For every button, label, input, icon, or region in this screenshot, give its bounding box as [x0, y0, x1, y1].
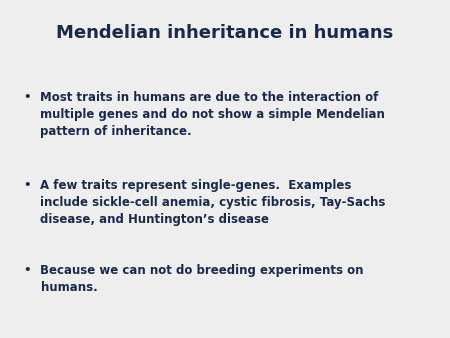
Text: Mendelian inheritance in humans: Mendelian inheritance in humans: [56, 24, 394, 42]
Text: Most traits in humans are due to the interaction of
multiple genes and do not sh: Most traits in humans are due to the int…: [40, 91, 385, 138]
Text: •: •: [23, 264, 31, 276]
Text: Because we can not do breeding experiments on
humans.: Because we can not do breeding experimen…: [40, 264, 364, 294]
Text: •: •: [23, 179, 31, 192]
Text: A few traits represent single-genes.  Examples
include sickle-cell anemia, cysti: A few traits represent single-genes. Exa…: [40, 179, 386, 226]
Text: •: •: [23, 91, 31, 104]
